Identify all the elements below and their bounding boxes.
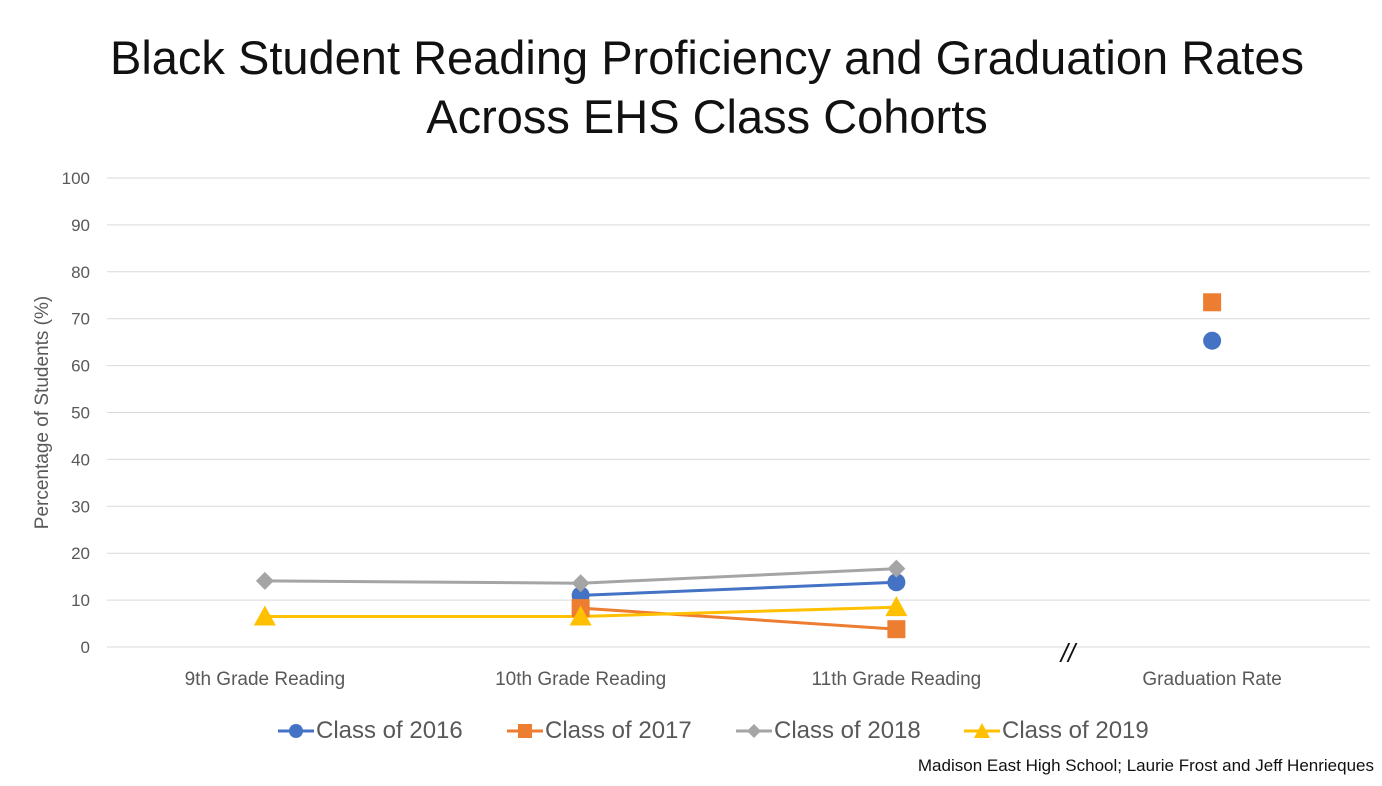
legend-label: Class of 2016	[316, 717, 463, 744]
legend-marker-square	[507, 724, 543, 738]
data-point	[885, 596, 908, 617]
axis-break-mark: //	[1059, 638, 1078, 668]
x-category-label: 11th Grade Reading	[812, 669, 982, 690]
data-point	[887, 559, 906, 578]
y-tick-label: 90	[71, 216, 90, 235]
x-category-label: Graduation Rate	[1142, 669, 1281, 690]
data-point	[887, 573, 906, 592]
y-tick-label: 60	[71, 357, 90, 376]
y-tick-label: 10	[71, 591, 90, 610]
y-axis-label: Percentage of Students (%)	[32, 296, 53, 529]
data-point	[887, 620, 906, 639]
legend-label: Class of 2018	[774, 717, 921, 744]
chart-title-line2: Across EHS Class Cohorts	[426, 90, 988, 143]
data-point	[1203, 293, 1222, 312]
legend-label: Class of 2019	[1002, 717, 1149, 744]
x-category-label: 10th Grade Reading	[495, 669, 666, 690]
legend: Class of 2016 Class of 2017 Class of 201…	[0, 712, 1382, 750]
y-tick-label: 100	[62, 169, 90, 188]
legend-marker-triangle	[964, 723, 1000, 738]
legend-marker-diamond	[736, 724, 772, 738]
legend-item-class-2017: Class of 2017	[507, 712, 692, 750]
legend-item-class-2019: Class of 2019	[964, 712, 1149, 750]
data-point	[255, 571, 274, 590]
legend-item-class-2016: Class of 2016	[278, 712, 463, 750]
data-point	[569, 605, 592, 626]
y-tick-label: 30	[71, 497, 90, 516]
y-tick-label: 0	[81, 638, 90, 657]
chart-title-line1: Black Student Reading Proficiency and Gr…	[110, 31, 1304, 84]
x-category-label: 9th Grade Reading	[185, 669, 346, 690]
y-tick-label: 20	[71, 544, 90, 563]
series-line	[580, 580, 897, 597]
y-tick-label: 40	[71, 450, 90, 469]
legend-item-class-2018: Class of 2018	[736, 712, 921, 750]
y-tick-label: 70	[71, 310, 90, 329]
y-tick-label: 80	[71, 263, 90, 282]
legend-marker-circle	[278, 724, 314, 738]
data-point	[1203, 331, 1222, 350]
series-line	[580, 606, 897, 631]
legend-label: Class of 2017	[545, 717, 692, 744]
source-note: Madison East High School; Laurie Frost a…	[917, 756, 1374, 775]
data-point	[253, 605, 276, 626]
chart-title: Black Student Reading Proficiency and Gr…	[0, 28, 1382, 146]
y-tick-label: 50	[71, 404, 90, 423]
data-point	[571, 574, 590, 593]
